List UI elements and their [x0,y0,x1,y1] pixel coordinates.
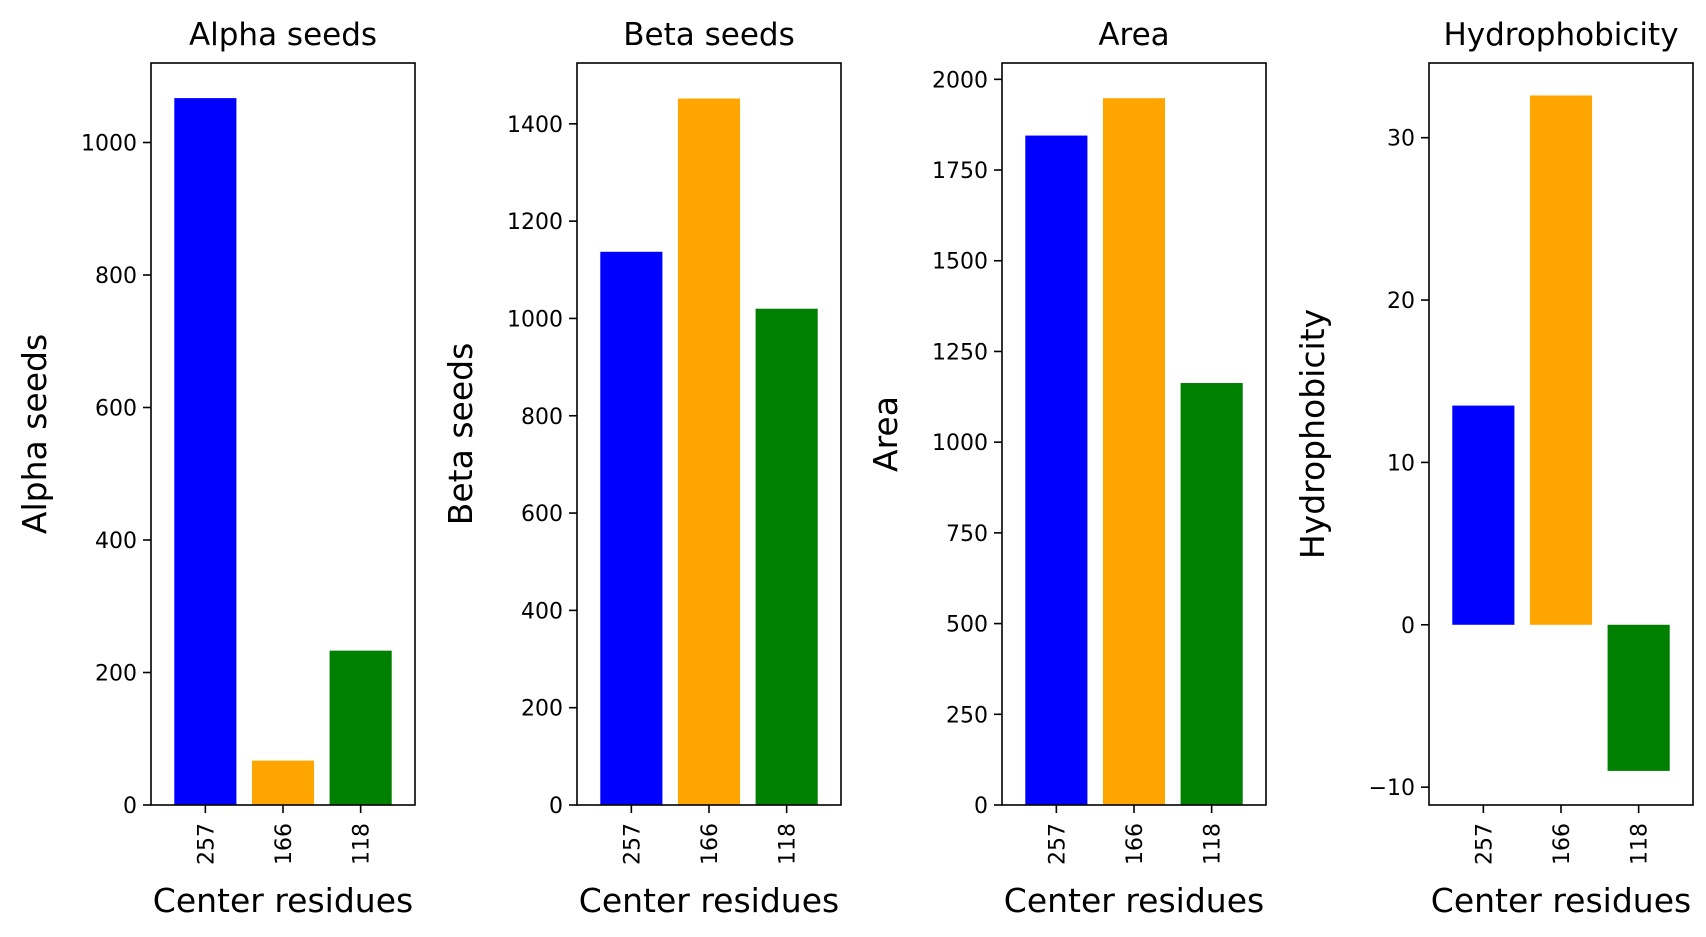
chart-title: Alpha seeds [189,17,377,53]
y-tick-label: 400 [521,599,563,624]
y-tick-label: 0 [123,794,137,819]
y-tick-label: 1000 [507,307,563,332]
bar-166 [1529,95,1593,625]
y-tick-label: 1750 [932,159,988,184]
y-tick-label: 0 [1401,614,1415,639]
x-tick-label: 257 [194,823,219,865]
y-axis-label: Beta seeds [441,343,480,526]
x-tick-label: 118 [776,823,801,865]
x-axis-label: Center residues [579,881,839,920]
x-axis-label: Center residues [1431,881,1691,920]
axes-frame [1428,62,1694,806]
x-tick-label: 166 [1550,823,1575,865]
y-tick-label: 2000 [932,68,988,93]
subplot-3: 257 166 118 0 250 500 750 1000 1250 1500 1750 2000 A… [866,17,1267,920]
y-tick-label: 20 [1387,289,1415,314]
y-tick-label: 10 [1387,451,1415,476]
x-axis-label: Center residues [1004,881,1264,920]
y-tick-label: 30 [1387,127,1415,152]
bar-257 [1025,135,1088,805]
y-axis-label: Alpha seeds [15,334,54,534]
y-axis-label: Area [866,396,905,472]
x-tick-label: 166 [698,823,723,865]
y-tick-label: −10 [1369,776,1415,801]
y-tick-label: 1000 [932,431,988,456]
y-tick-label: 1000 [81,132,137,157]
x-tick-label: 257 [1472,823,1497,865]
subplot-4: 257 166 118 −10 0 10 20 30 Hydrophobicity Center … [1293,17,1694,920]
bar-118 [1180,383,1243,805]
x-tick-label: 166 [1123,823,1148,865]
axes-frame [150,62,416,806]
y-tick-label: 250 [946,703,988,728]
y-tick-label: 1250 [932,340,988,365]
y-tick-label: 200 [521,697,563,722]
y-tick-label: 800 [95,264,137,289]
y-tick-label: 600 [95,397,137,422]
x-tick-label: 257 [620,823,645,865]
chart-title: Beta seeds [623,17,794,53]
y-tick-label: 1500 [932,250,988,275]
chart-title: Hydrophobicity [1443,17,1678,53]
axes-frame [576,62,842,806]
y-tick-label: 0 [974,794,988,819]
subplot-2: 257 166 118 0 200 400 600 800 1000 1200 1400 Beta s… [441,17,842,920]
y-tick-label: 400 [95,529,137,554]
y-tick-label: 1400 [507,113,563,138]
bar-257 [174,98,237,806]
x-tick-label: 118 [350,823,375,865]
y-tick-label: 800 [521,405,563,430]
x-tick-label: 118 [1201,823,1226,865]
x-axis-label: Center residues [153,881,413,920]
subplot-1: 257 166 118 0 200 400 600 800 1000 Alpha seeds Cen… [15,17,416,920]
bar-118 [329,650,392,805]
axes-frame [1001,62,1267,806]
y-tick-label: 600 [521,502,563,527]
x-tick-label: 257 [1045,823,1070,865]
bar-166 [251,760,315,805]
y-axis-label: Hydrophobicity [1293,309,1332,559]
bar-166 [1102,98,1166,805]
y-tick-label: 500 [946,613,988,638]
x-tick-label: 166 [272,823,297,865]
bar-118 [1607,624,1670,771]
chart-title: Area [1098,17,1169,53]
y-tick-label: 0 [549,794,563,819]
y-tick-label: 200 [95,662,137,687]
bar-257 [1452,405,1515,625]
y-tick-label: 1200 [507,210,563,235]
bar-257 [600,251,663,806]
bar-118 [755,308,818,805]
bar-166 [677,98,741,806]
x-tick-label: 118 [1628,823,1653,865]
y-tick-label: 750 [946,522,988,547]
